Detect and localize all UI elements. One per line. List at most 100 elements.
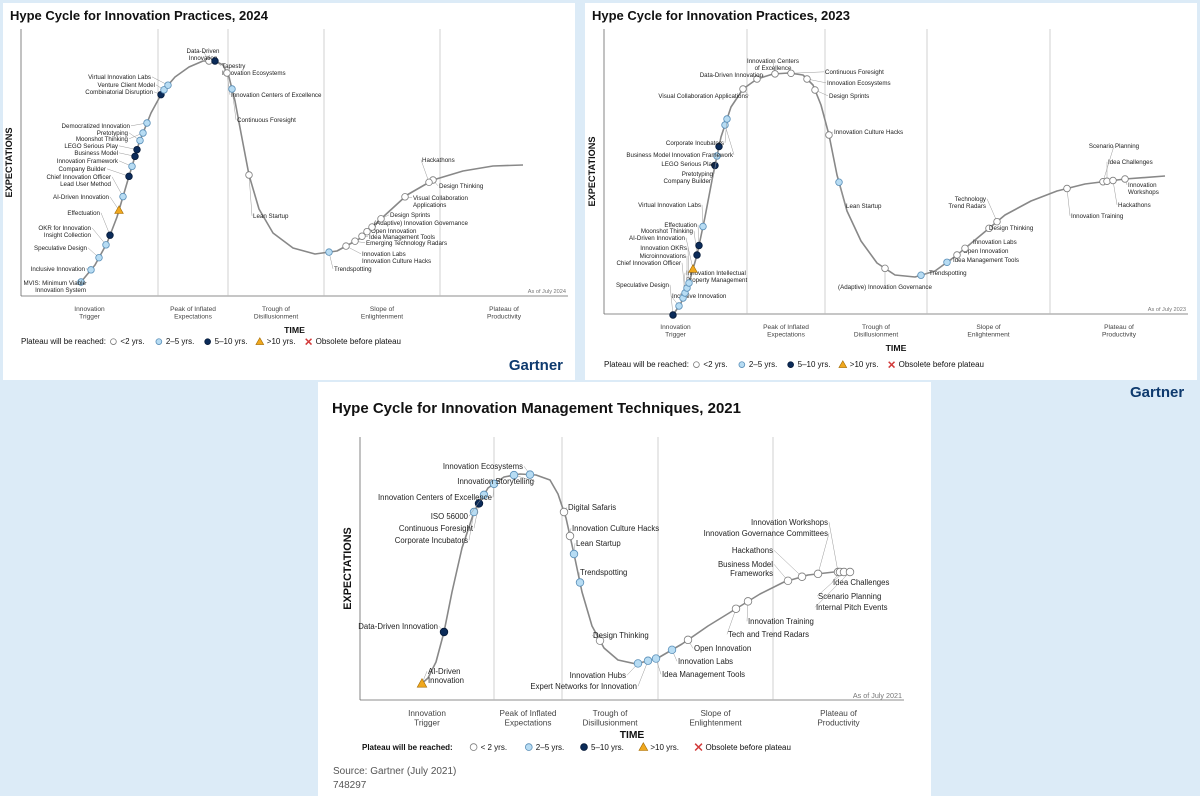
innovation-point: Effectuation [67, 210, 114, 239]
point-label: (Adaptive) Innovation Governance [838, 284, 932, 291]
circle-marker [425, 178, 433, 187]
point-label: (Adaptive) Innovation Governance [374, 220, 468, 227]
innovation-point: Chief Innovation Officer [616, 260, 689, 297]
triangle-marker [838, 360, 848, 368]
source-note: Source: Gartner (July 2021) [333, 766, 457, 777]
point-label: Innovation Ecosystems [443, 462, 523, 471]
circle-marker [715, 142, 723, 151]
point-label: Idea Management Tools [953, 257, 1019, 264]
circle-marker [136, 136, 144, 145]
innovation-point: Open Innovation [363, 227, 417, 236]
circle-marker [377, 215, 385, 223]
innovation-point: Company Builder [59, 166, 133, 181]
circle-marker [474, 499, 484, 508]
circle-marker [985, 224, 993, 233]
legend-item-label: 2–5 yrs. [536, 743, 564, 752]
leader-line [814, 571, 851, 608]
point-label: Hackathons [1118, 202, 1151, 209]
phase-label: Slope of Enlightenment [967, 324, 1009, 339]
legend: Plateau will be reached: < 2 yrs. 2–5 yrs.… [362, 742, 791, 752]
point-label: Business Model Innovation Framework [626, 152, 734, 159]
point-label: Innovation Centers of Excellence [747, 58, 799, 72]
leader-line [106, 168, 130, 177]
innovation-point: AI-Driven Innovation [629, 235, 698, 273]
point-label: AI-Driven Innovation [428, 667, 464, 685]
phase-label: Innovation Trigger [660, 324, 691, 339]
circle-marker [439, 627, 449, 637]
point-label: Open Innovation [963, 248, 1009, 255]
circle-marker [675, 302, 683, 310]
leader-line [231, 88, 237, 120]
innovation-point: Innovation Labs [961, 239, 1017, 253]
panel-title: Hype Cycle for Innovation Management Tec… [332, 400, 741, 417]
legend-item-label: Obsolete before plateau [316, 337, 401, 346]
circle-marker [228, 85, 236, 93]
innovation-point: Inclusive Innovation [31, 266, 95, 274]
innovation-point: Company Builder [664, 161, 719, 185]
innovation-point: Lean Startup [569, 539, 621, 559]
innovation-point: Innovation Hubs [570, 659, 643, 680]
triangle-marker [114, 205, 124, 214]
leader-line [420, 159, 430, 183]
innovation-point: Lean Startup [245, 171, 289, 220]
point-label: Corporate Incubators [395, 536, 468, 545]
innovation-point: AI-Driven Innovation [416, 667, 464, 688]
circle-marker [125, 172, 133, 181]
circle-marker [683, 635, 693, 645]
innovation-point: Chief Innovation Officer Lead User Method [46, 174, 127, 201]
hype-cycle-chart: Innovation Trigger Peak of Inflated Expecta… [342, 437, 904, 752]
point-label: Innovation Hubs [570, 671, 626, 680]
point-label: Design Thinking [593, 631, 649, 640]
point-label: Idea Challenges [833, 578, 889, 587]
circle-marker [95, 253, 103, 262]
innovation-point: Trendspotting [325, 248, 372, 273]
leader-line [111, 176, 124, 197]
innovation-point: Trendspotting [575, 568, 627, 587]
innovation-point: Visual Collaboration Applications [401, 193, 468, 209]
circle-marker [342, 242, 350, 250]
point-label: Chief Innovation Officer Lead User Method [46, 174, 111, 188]
circle-marker [803, 75, 811, 83]
y-axis-title: EXPECTATIONS [587, 136, 597, 206]
innovation-point: Digital Safaris [559, 503, 616, 517]
circle-marker [77, 278, 85, 286]
point-label: AI-Driven Innovation [53, 194, 110, 201]
innovation-point: Lean Startup [835, 178, 882, 210]
point-label: Innovation Framework [57, 158, 119, 165]
leader-line [838, 182, 846, 206]
leader-line [100, 212, 111, 236]
innovation-point: Hackathons [732, 546, 807, 581]
point-label: Continuous Foresight [237, 117, 296, 124]
circle-marker [245, 171, 253, 179]
innovation-point: Effectuation [664, 222, 703, 250]
as-of-note: As of July 2023 [1148, 307, 1186, 313]
point-label: Data-Driven Innovation [358, 622, 438, 631]
point-label: Lean Startup [846, 203, 882, 210]
point-label: Scenario Planning [1089, 143, 1140, 150]
circle-marker [211, 57, 219, 65]
point-label: Visual Collaboration Applications [413, 195, 468, 209]
innovation-point: Hackathons [420, 157, 455, 187]
y-axis-title: EXPECTATIONS [4, 127, 14, 197]
leader-line [473, 503, 480, 529]
circle-marker [155, 338, 163, 345]
point-label: Lean Startup [576, 539, 621, 548]
circle-marker [110, 338, 117, 345]
point-label: Innovation Labs [973, 239, 1017, 246]
circle-marker [797, 572, 807, 581]
point-label: Inclusive Innovation [31, 266, 86, 273]
phase-label: Slope of Enlightenment [361, 306, 403, 321]
circle-marker [721, 121, 729, 129]
point-label: Trendspotting [334, 266, 372, 273]
legend-item-label: 5–10 yrs. [591, 743, 624, 752]
innovation-point: Design Thinking [985, 224, 1034, 233]
circle-marker [743, 597, 753, 606]
phase-label: Innovation Trigger [74, 306, 105, 321]
x-axis-title: TIME [886, 343, 907, 353]
circle-marker [738, 361, 746, 368]
point-label: Idea Challenges [1108, 159, 1153, 166]
point-label: Open Innovation [694, 644, 751, 653]
x-marker [305, 338, 313, 346]
point-label: Microinnovations [640, 253, 686, 260]
point-label: Innovation Centers of Excellence [231, 92, 322, 99]
